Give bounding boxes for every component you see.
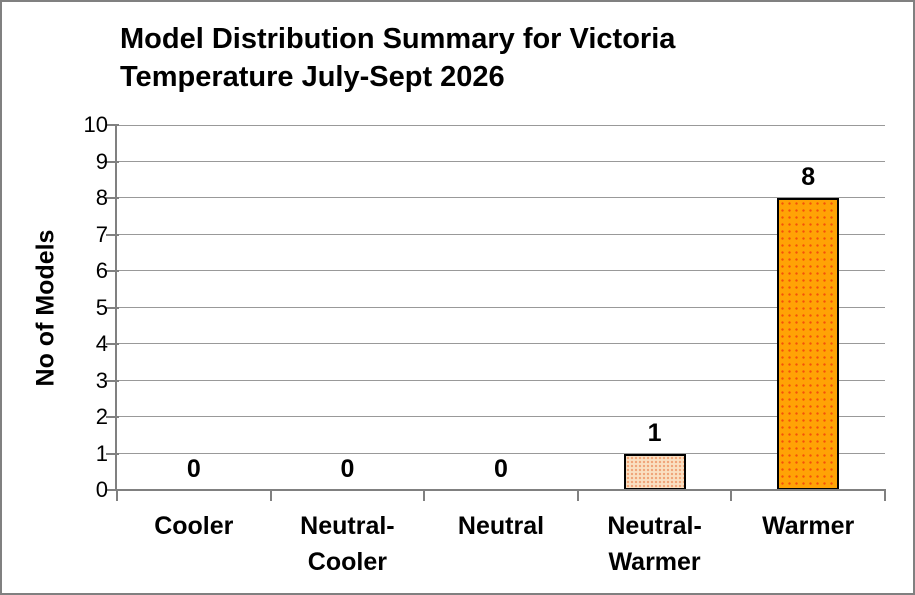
y-tick-label-0: 0 [95, 477, 108, 502]
data-label-cooler: 0 [186, 455, 201, 483]
category-label-warmer: Warmer [762, 512, 855, 540]
plot-area: 0 0 0 1 8 [117, 125, 885, 490]
y-tick-label-6: 6 [95, 258, 108, 283]
gridline-y-5 [117, 306, 885, 308]
y-axis-tick-9 [106, 160, 119, 163]
gridline-y-2 [117, 416, 885, 417]
y-axis-tick-1 [106, 452, 119, 455]
y-axis-tick-4 [106, 343, 119, 345]
category-label-neutral-warmer: Neutral-Warmer [607, 512, 702, 576]
y-tick-label-8: 8 [95, 185, 108, 210]
gridline-y-6 [117, 270, 885, 271]
y-axis-tick-10 [106, 124, 119, 126]
data-label-warmer: 8 [801, 163, 816, 191]
data-label-neutral-warmer: 1 [647, 418, 662, 447]
data-label-neutral: 0 [494, 455, 508, 483]
gridline-y-8 [117, 197, 885, 198]
y-tick-label-10: 10 [83, 112, 108, 137]
y-axis-tick-2 [106, 416, 119, 418]
x-axis-line [115, 489, 886, 491]
data-label-neutral-cooler: 0 [340, 455, 355, 483]
x-axis-tick-1 [270, 489, 272, 501]
gridline-y-3 [117, 379, 885, 381]
y-axis-tick-7 [106, 233, 119, 236]
chart-title-line1: Model Distribution Summary for Victoria [120, 23, 676, 55]
y-axis-title: No of Models [31, 229, 60, 387]
x-axis-tick-2 [423, 489, 425, 501]
bar-neutral-warmer [623, 453, 686, 490]
x-axis-tick-0 [116, 489, 118, 501]
y-axis-tick-5 [106, 306, 119, 309]
category-label-cooler: Cooler [154, 512, 234, 540]
x-axis-tick-3 [577, 489, 579, 501]
y-tick-label-4: 4 [95, 331, 108, 356]
category-label-neutral-cooler: Neutral-Cooler [300, 512, 395, 576]
y-tick-label-7: 7 [95, 221, 108, 247]
y-axis-tick-0 [106, 489, 119, 491]
y-tick-label-3: 3 [95, 367, 108, 393]
y-axis-tick-3 [106, 379, 119, 382]
y-tick-label-5: 5 [95, 294, 108, 320]
y-tick-label-9: 9 [95, 148, 108, 174]
y-tick-label-1: 1 [95, 440, 108, 466]
gridline-y-10 [117, 125, 885, 126]
x-axis-tick-5 [884, 489, 886, 501]
chart-title-line2: Temperature July-Sept 2026 [120, 61, 505, 93]
y-tick-label-2: 2 [95, 404, 108, 429]
y-axis-tick-6 [106, 270, 119, 272]
gridline-y-7 [117, 233, 885, 235]
y-axis-tick-8 [106, 197, 119, 199]
bar-warmer [777, 198, 840, 490]
gridline-y-4 [117, 343, 885, 344]
chart-title: Model Distribution Summary for Victoria … [120, 20, 840, 96]
category-label-neutral: Neutral [457, 512, 545, 540]
gridline-y-9 [117, 160, 885, 162]
gridline-y-1 [117, 452, 885, 454]
x-axis-tick-4 [730, 489, 732, 501]
